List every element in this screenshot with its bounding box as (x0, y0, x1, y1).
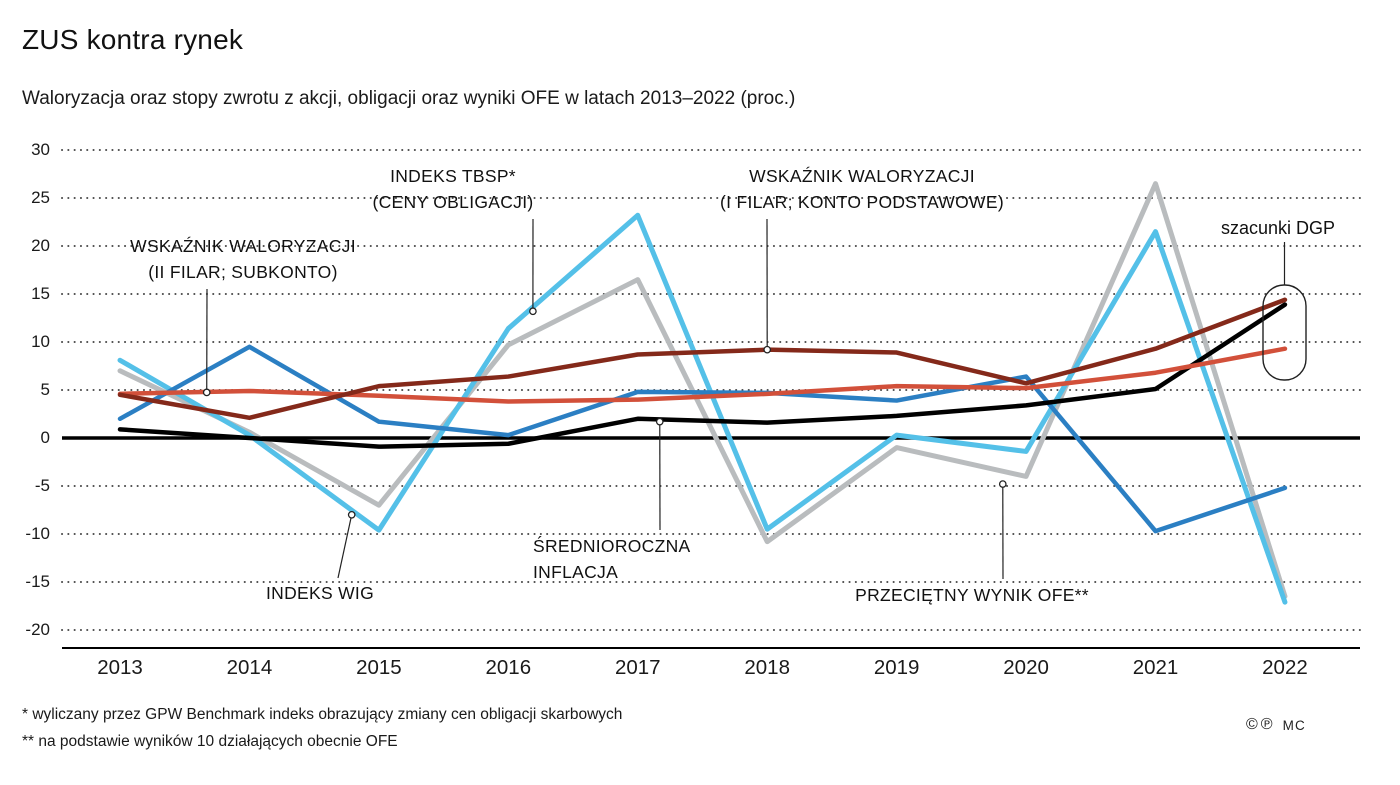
series-line-tbsp (117, 344, 1288, 534)
series-line-inflacja (117, 302, 1288, 449)
callout-dot-inflacja (655, 417, 664, 426)
credits: © ℗ MC (1246, 716, 1306, 734)
copyright-icon: © (1246, 716, 1258, 733)
footnote-tbsp: * wyliczany przez GPW Benchmark indeks o… (22, 706, 623, 723)
callout-dot-ofe (998, 480, 1007, 488)
callout-dot-waloryzacja-subkonto (202, 388, 211, 397)
footnote-ofe: ** na podstawie wyników 10 działających … (22, 733, 398, 750)
phonogram-icon: ℗ (1260, 716, 1273, 733)
series-line-wig (117, 212, 1288, 605)
chart-subtitle: Waloryzacja oraz stopy zwrotu z akcji, o… (22, 88, 796, 109)
series-line-waloryzacja-subkonto (117, 346, 1288, 404)
series-line-waloryzacja-i-filar (117, 297, 1288, 421)
callout-dot-waloryzacja-i-filar (763, 345, 772, 354)
author-initials: MC (1282, 717, 1306, 733)
series-line-ofe (117, 181, 1288, 599)
callout-line-wig (337, 514, 353, 579)
chart-title: ZUS kontra rynek (22, 24, 244, 55)
callout-dot-wig (347, 510, 356, 519)
callout-dot-tbsp (529, 307, 537, 316)
